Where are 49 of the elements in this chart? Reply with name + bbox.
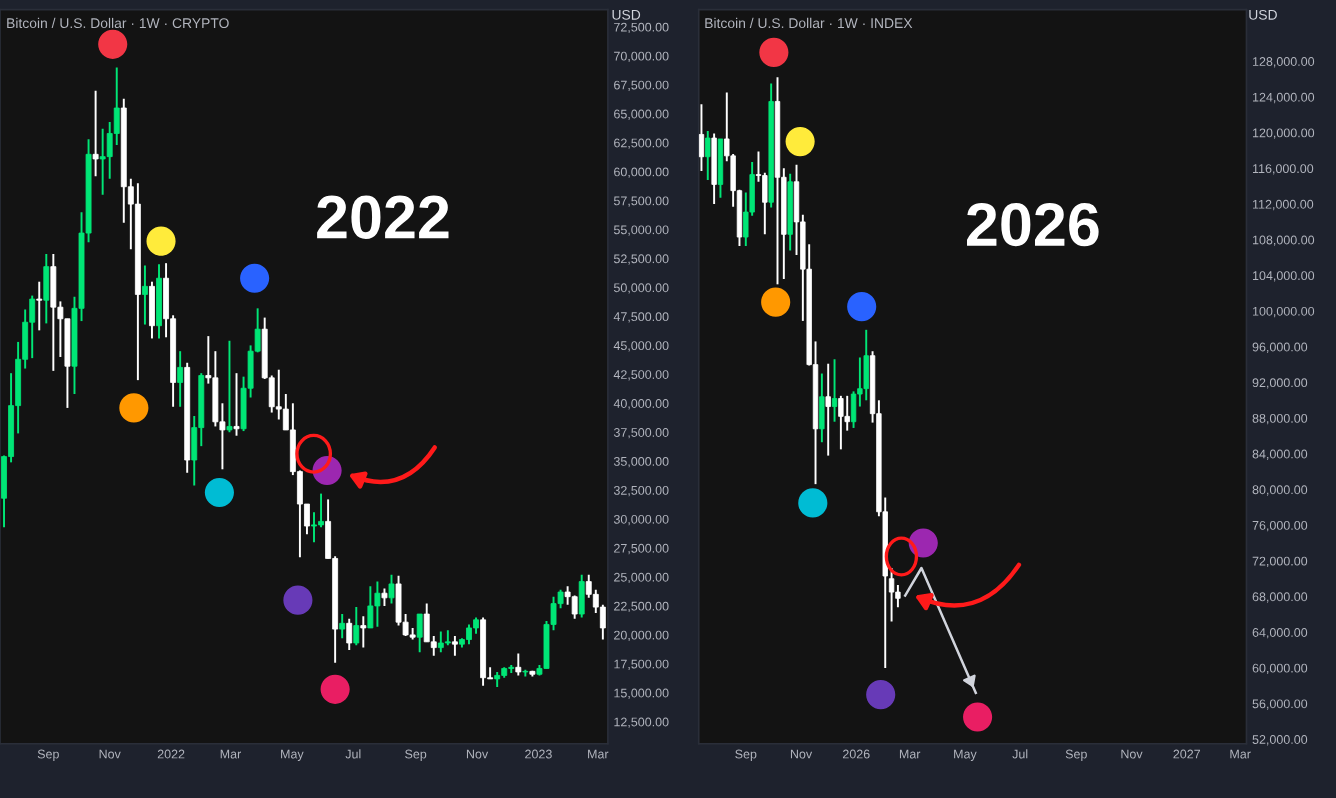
candlestick	[466, 623, 472, 646]
candlestick	[177, 350, 184, 408]
candlestick	[578, 573, 585, 619]
candlestick	[831, 358, 838, 423]
candlestick	[360, 615, 367, 649]
candlestick	[156, 263, 162, 340]
candlestick	[717, 137, 724, 199]
candlestick	[339, 613, 346, 640]
point	[240, 263, 270, 293]
point	[204, 477, 234, 508]
annotation: 2026	[967, 202, 1099, 247]
point	[847, 292, 877, 322]
candlestick	[43, 252, 50, 325]
point	[320, 674, 350, 704]
candlestick	[367, 585, 374, 629]
annotation: 2022	[317, 195, 449, 239]
candlestick	[437, 630, 444, 654]
candlestick	[353, 606, 360, 647]
candlestick	[825, 362, 831, 457]
candlestick	[99, 127, 106, 196]
candlestick	[149, 280, 155, 340]
point	[785, 127, 815, 157]
point	[761, 287, 791, 317]
candlestick	[226, 339, 233, 434]
candlestick	[50, 252, 57, 372]
candlestick	[515, 652, 522, 677]
candlestick	[346, 617, 353, 651]
point	[798, 488, 828, 518]
candlestick	[92, 89, 99, 178]
point	[119, 393, 149, 423]
candlestick	[141, 264, 148, 326]
point	[283, 585, 313, 615]
candlestick	[819, 372, 825, 444]
point	[866, 680, 896, 710]
point	[963, 702, 993, 732]
candlestick	[711, 132, 717, 206]
candlestick	[838, 394, 844, 451]
candlestick	[451, 635, 458, 657]
candlestick	[233, 372, 240, 437]
point	[146, 226, 176, 256]
candlestick	[388, 573, 395, 605]
candlestick	[374, 580, 381, 628]
candlestick	[863, 328, 869, 402]
point	[98, 29, 128, 59]
candlestick	[416, 613, 423, 654]
candlestick	[36, 280, 43, 332]
point	[759, 37, 789, 67]
candlestick	[705, 129, 711, 181]
candlestick	[698, 103, 705, 173]
